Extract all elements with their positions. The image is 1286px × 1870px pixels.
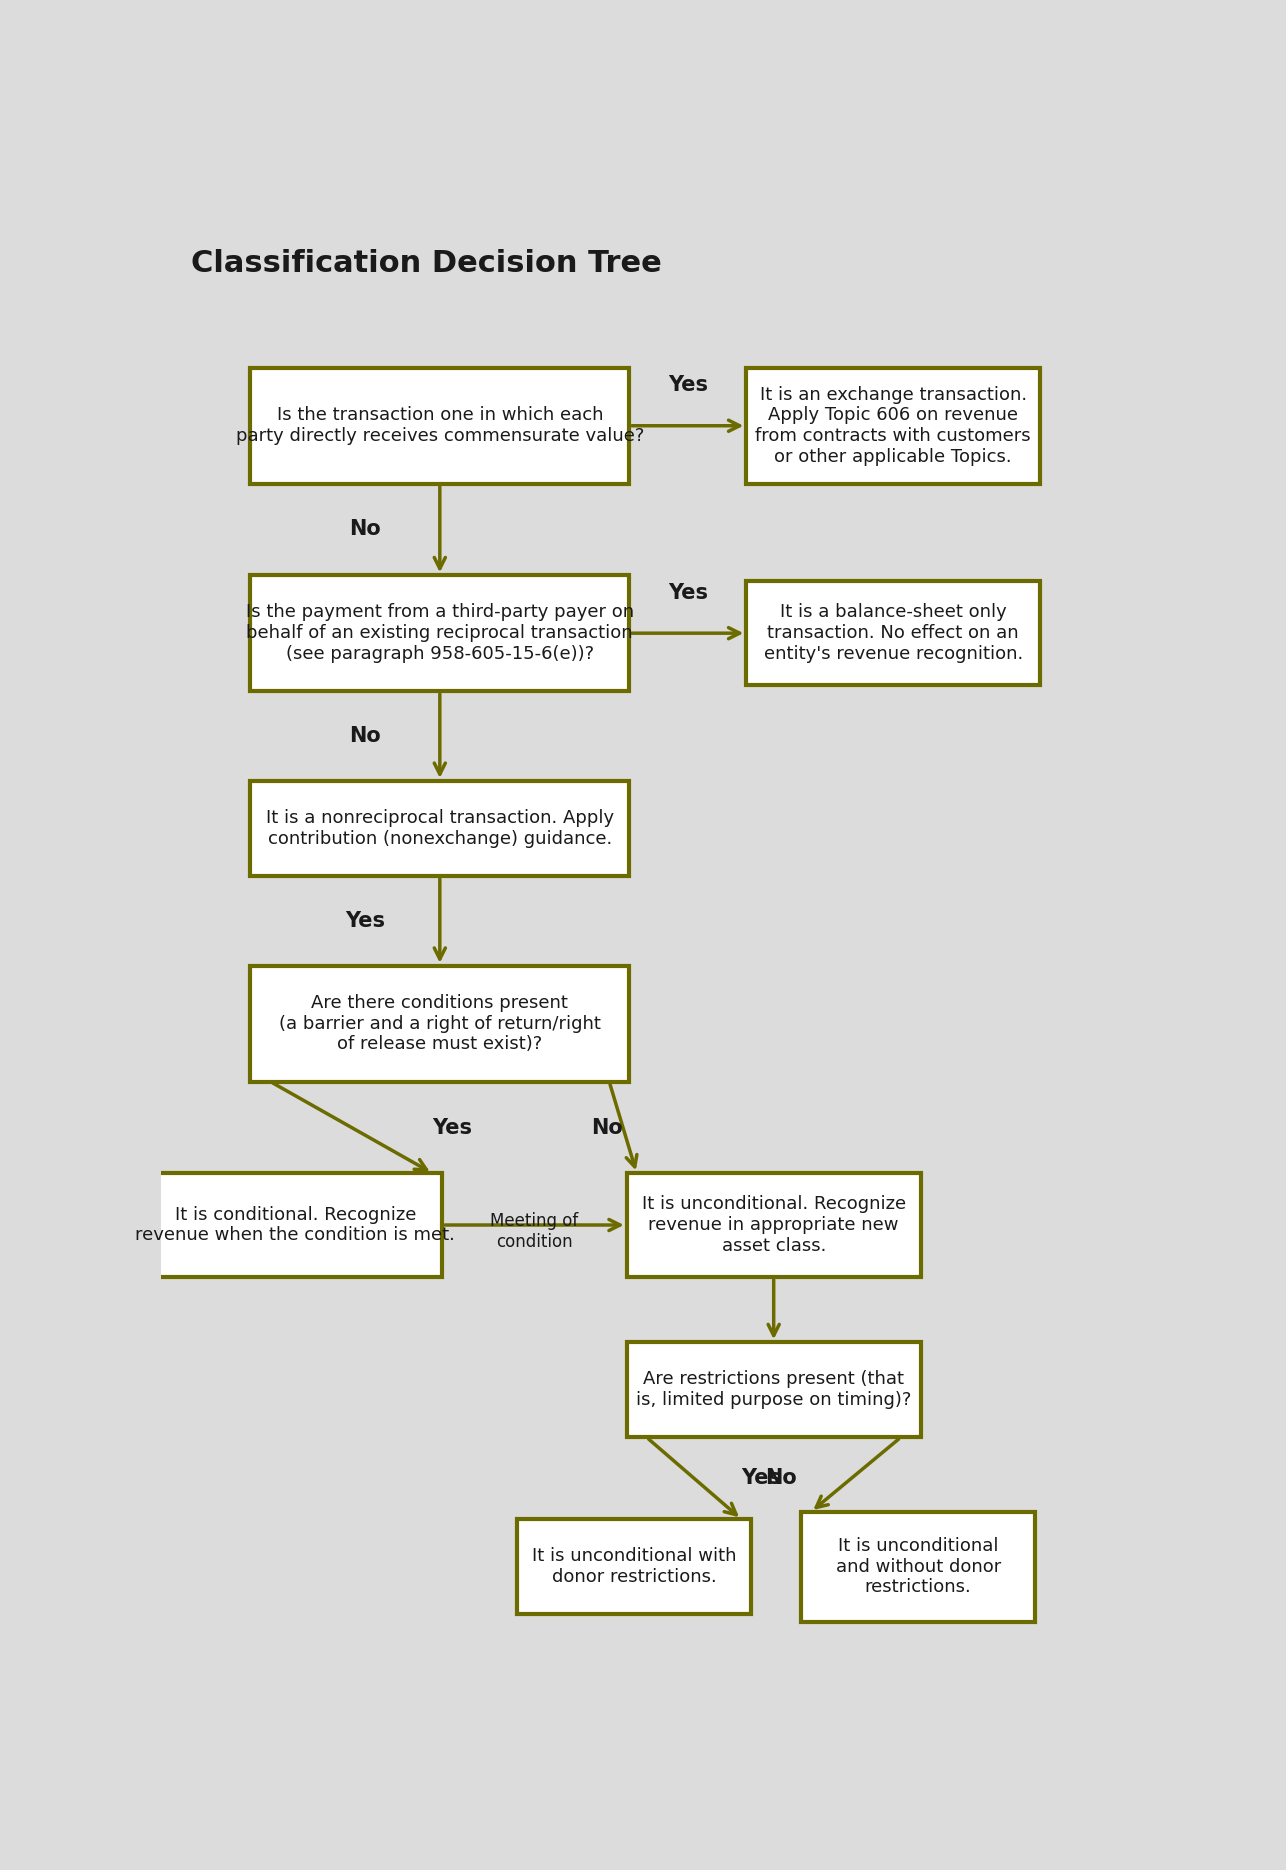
- Text: Are there conditions present
(a barrier and a right of return/right
of release m: Are there conditions present (a barrier …: [279, 993, 601, 1053]
- FancyBboxPatch shape: [148, 1172, 442, 1277]
- Text: It is unconditional with
donor restrictions.: It is unconditional with donor restricti…: [532, 1546, 737, 1586]
- Text: Yes: Yes: [667, 376, 707, 395]
- Text: Yes: Yes: [741, 1468, 781, 1489]
- Text: Yes: Yes: [667, 583, 707, 602]
- Text: It is a balance-sheet only
transaction. No effect on an
entity's revenue recogni: It is a balance-sheet only transaction. …: [764, 604, 1022, 664]
- FancyBboxPatch shape: [251, 782, 629, 875]
- Text: Classification Decision Tree: Classification Decision Tree: [190, 249, 661, 279]
- FancyBboxPatch shape: [517, 1518, 751, 1614]
- Text: Yes: Yes: [432, 1118, 472, 1139]
- Text: No: No: [765, 1468, 797, 1489]
- Text: Is the transaction one in which each
party directly receives commensurate value?: Is the transaction one in which each par…: [235, 406, 644, 445]
- FancyBboxPatch shape: [251, 965, 629, 1081]
- Text: Meeting of
condition: Meeting of condition: [490, 1212, 579, 1251]
- FancyBboxPatch shape: [746, 582, 1040, 684]
- Text: It is unconditional. Recognize
revenue in appropriate new
asset class.: It is unconditional. Recognize revenue i…: [642, 1195, 905, 1255]
- Text: No: No: [350, 726, 381, 746]
- FancyBboxPatch shape: [801, 1511, 1035, 1621]
- FancyBboxPatch shape: [626, 1172, 921, 1277]
- Text: Are restrictions present (that
is, limited purpose on timing)?: Are restrictions present (that is, limit…: [637, 1371, 912, 1410]
- Text: It is unconditional
and without donor
restrictions.: It is unconditional and without donor re…: [836, 1537, 1001, 1597]
- FancyBboxPatch shape: [251, 576, 629, 692]
- Text: No: No: [590, 1118, 622, 1139]
- Text: It is a nonreciprocal transaction. Apply
contribution (nonexchange) guidance.: It is a nonreciprocal transaction. Apply…: [266, 810, 613, 847]
- FancyBboxPatch shape: [626, 1343, 921, 1438]
- Text: It is conditional. Recognize
revenue when the condition is met.: It is conditional. Recognize revenue whe…: [135, 1206, 455, 1244]
- Text: It is an exchange transaction.
Apply Topic 606 on revenue
from contracts with cu: It is an exchange transaction. Apply Top…: [755, 385, 1031, 466]
- FancyBboxPatch shape: [251, 368, 629, 484]
- FancyBboxPatch shape: [746, 368, 1040, 484]
- Text: No: No: [350, 520, 381, 539]
- Text: Is the payment from a third-party payer on
behalf of an existing reciprocal tran: Is the payment from a third-party payer …: [246, 604, 634, 664]
- Text: Yes: Yes: [345, 911, 385, 931]
